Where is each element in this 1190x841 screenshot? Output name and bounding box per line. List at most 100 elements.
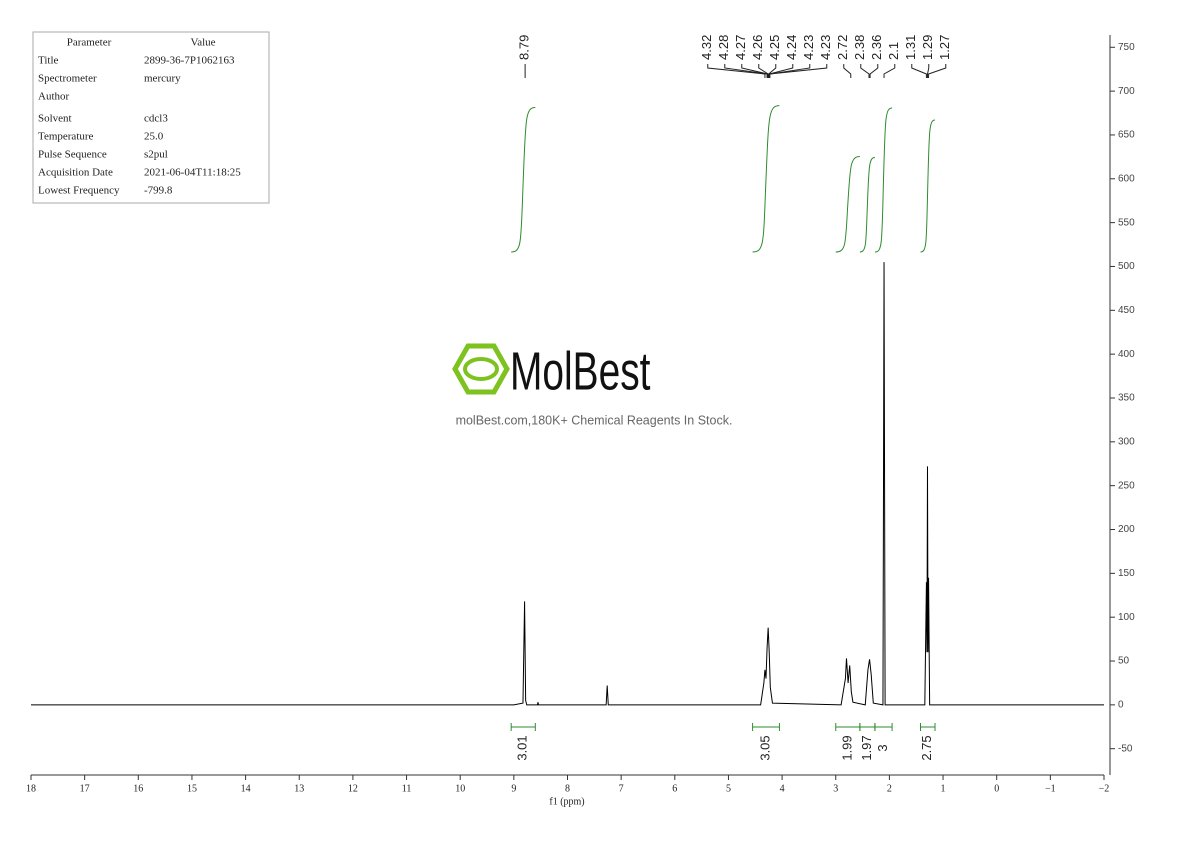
x-tick-label: 3 [833, 783, 838, 794]
x-tick-label: 11 [402, 783, 412, 794]
table-value: -799.8 [144, 185, 173, 197]
tagline: molBest.com,180K+ Chemical Reagents In S… [456, 413, 733, 427]
x-tick-label: 9 [511, 783, 516, 794]
parameter-table [32, 31, 270, 204]
table-header: Parameter [67, 37, 112, 49]
integral-label: 3 [875, 744, 890, 751]
integral-curve [511, 107, 536, 253]
table-key: Spectrometer [38, 73, 97, 85]
peak-pointer [883, 64, 896, 78]
y-tick-label: 750 [1118, 42, 1135, 53]
table-key: Temperature [38, 131, 94, 143]
peak-label: 4.23 [818, 35, 833, 60]
x-tick-label: 17 [80, 783, 90, 794]
peak-label: 8.79 [517, 35, 532, 60]
y-tick-label: 400 [1118, 349, 1135, 360]
logo-hexagon [452, 343, 510, 395]
x-tick-label: 4 [780, 783, 785, 794]
y-tick-label: 350 [1118, 393, 1135, 404]
y-tick-label: 150 [1118, 568, 1135, 579]
logo-ring [463, 357, 499, 381]
peak-label: 1.27 [937, 35, 952, 60]
peak-label: 1.29 [920, 35, 935, 60]
peak-pointer [769, 64, 828, 78]
integral-curve [835, 155, 860, 253]
peak-label: 4.23 [801, 35, 816, 60]
peak-label: 4.28 [716, 35, 731, 60]
integral-curve [874, 107, 893, 253]
table-value: 2899-36-7P1062163 [144, 55, 235, 67]
x-axis-label: f1 (ppm) [549, 796, 584, 807]
table-key: Acquisition Date [38, 167, 113, 179]
table-value: 25.0 [144, 131, 164, 143]
peak-pointer [758, 64, 769, 78]
peak-label: 4.26 [750, 35, 765, 60]
x-tick-label: 13 [294, 783, 304, 794]
y-tick-label: 100 [1118, 612, 1135, 623]
y-tick-label: 450 [1118, 305, 1135, 316]
table-key: Pulse Sequence [38, 149, 107, 161]
y-tick-label: 50 [1118, 656, 1130, 667]
peak-pointer [741, 64, 769, 78]
table-value: 2021-06-04T11:18:25 [144, 167, 241, 179]
y-tick-label: 0 [1118, 699, 1124, 710]
y-tick-label: 600 [1118, 173, 1135, 184]
integral-curve [920, 119, 936, 253]
y-tick-label: 500 [1118, 261, 1135, 272]
peak-pointer [768, 64, 794, 78]
table-value: s2pul [144, 149, 168, 161]
table-value: cdcl3 [144, 113, 168, 125]
peak-label: 2.36 [869, 35, 884, 60]
x-tick-label: 2 [887, 783, 892, 794]
table-key: Author [38, 91, 70, 103]
peak-pointer [926, 64, 930, 78]
peak-label: 4.27 [733, 35, 748, 60]
table-header: Value [190, 37, 215, 49]
integral-label: 1.97 [859, 735, 874, 760]
integral-curve [859, 156, 876, 253]
peak-label: 2.1 [886, 42, 901, 60]
x-tick-label: 8 [565, 783, 570, 794]
integral-label: 2.75 [919, 735, 934, 760]
peak-pointer [768, 64, 777, 78]
x-tick-label: 1 [941, 783, 946, 794]
y-tick-label: 250 [1118, 480, 1135, 491]
x-tick-label: 14 [241, 783, 251, 794]
y-tick-label: 300 [1118, 436, 1135, 447]
peak-label: 4.24 [784, 35, 799, 60]
x-tick-label: 18 [26, 783, 36, 794]
peak-label: 2.38 [852, 35, 867, 60]
x-tick-label: 7 [619, 783, 624, 794]
peak-pointer [724, 64, 768, 78]
x-tick-label: 16 [133, 783, 143, 794]
x-tick-label: −1 [1045, 783, 1056, 794]
x-tick-label: 15 [187, 783, 197, 794]
peak-pointer [843, 64, 852, 78]
peak-label: 4.32 [699, 35, 714, 60]
spectrum-line [31, 262, 1104, 706]
integral-curve [752, 105, 780, 253]
peak-label: 2.72 [835, 35, 850, 60]
x-tick-label: −2 [1099, 783, 1110, 794]
brand: MolBest [510, 340, 650, 401]
peak-label: 4.25 [767, 35, 782, 60]
peak-pointer [707, 64, 766, 78]
peak-pointer [860, 64, 870, 78]
y-tick-label: 200 [1118, 524, 1135, 535]
peak-pointer [869, 64, 879, 78]
x-tick-label: 10 [455, 783, 465, 794]
y-tick-label: 650 [1118, 130, 1135, 141]
y-tick-label: -50 [1118, 743, 1133, 754]
integral-label: 1.99 [839, 735, 854, 760]
y-tick-label: 550 [1118, 217, 1135, 228]
table-key: Title [38, 55, 59, 67]
peak-label: 1.31 [903, 35, 918, 60]
x-tick-label: 6 [672, 783, 677, 794]
x-tick-label: 12 [348, 783, 358, 794]
watermark: MolBest molBest.com,180K+ Chemical Reage… [452, 340, 733, 427]
peak-pointer [911, 64, 927, 78]
y-tick-label: 700 [1118, 86, 1135, 97]
integral-label: 3.01 [515, 735, 530, 760]
x-tick-label: 5 [726, 783, 731, 794]
table-key: Lowest Frequency [38, 185, 120, 197]
